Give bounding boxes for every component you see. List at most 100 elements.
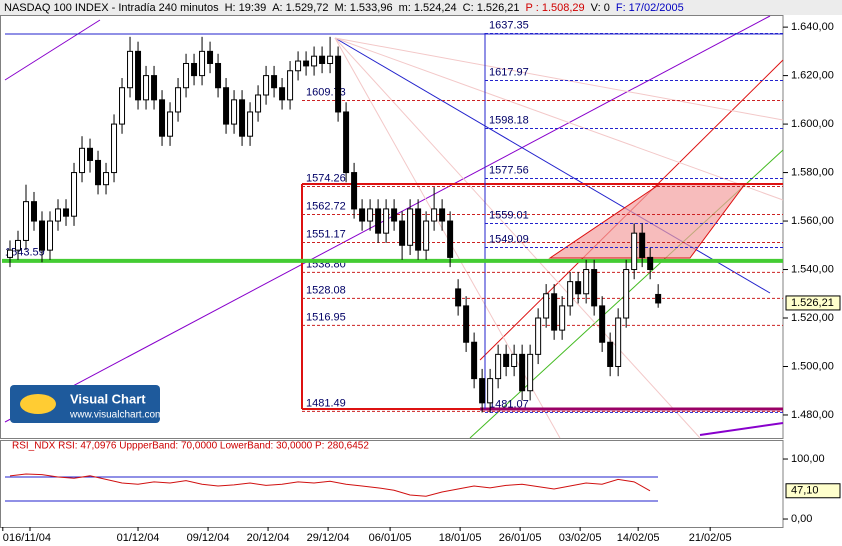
candle-body: [383, 208, 390, 234]
header-info: V: 0: [591, 2, 610, 14]
level-label: 1549.09: [489, 233, 529, 245]
candle-body: [199, 50, 206, 77]
trend-line: [4, 19, 101, 81]
candle-body: [351, 172, 358, 210]
candle-body: [87, 147, 94, 161]
x-tick-label: 01/12/04: [117, 532, 160, 544]
candle-body: [319, 55, 326, 64]
level-label: 1516.95: [306, 311, 346, 323]
price-panel: [0, 15, 784, 439]
x-tick-label: 26/01/05: [499, 532, 542, 544]
candle-body: [567, 281, 574, 307]
candle-body: [391, 208, 398, 222]
level-label: 1574.26: [306, 172, 346, 184]
header-info: P : 1.508,29: [526, 2, 585, 14]
candle-body: [599, 305, 606, 343]
candle-body: [583, 269, 590, 295]
y-tick-label: 100,00: [791, 453, 825, 465]
fan-line: [334, 37, 701, 439]
candle-body: [63, 208, 70, 217]
x-tick-label: 09/12/04: [187, 532, 230, 544]
x-tick-label: 0: [3, 532, 9, 544]
candle-body: [399, 220, 406, 246]
candle-body: [279, 87, 286, 101]
candle-body: [511, 353, 518, 367]
candle-body: [143, 75, 150, 101]
current-value-box: [785, 483, 841, 499]
x-tick-label: 20/12/04: [247, 532, 290, 544]
candle-body: [359, 208, 366, 222]
candle-body: [623, 269, 630, 319]
candle-body: [655, 293, 662, 304]
trend-line: [699, 422, 784, 436]
y-tick-label: 1.580,00: [791, 166, 834, 178]
y-tick-label: 1.640,00: [791, 21, 834, 33]
header-info: m: 1.524,24: [399, 2, 457, 14]
candle-body: [71, 172, 78, 217]
candle-body: [423, 220, 430, 251]
x-tick-label: 16/11/04: [9, 532, 51, 544]
candle-body: [311, 55, 318, 67]
candle-body: [31, 201, 38, 222]
level-label: 1528.08: [306, 284, 346, 296]
indicator-title: RSI_NDX RSI: 47,0976 UppperBand: 70,0000…: [12, 441, 369, 452]
level-label: 1617.97: [489, 66, 529, 78]
candle-body: [519, 353, 526, 392]
candle-body: [55, 208, 62, 222]
logo-title: Visual Chart: [70, 391, 146, 406]
candle-body: [303, 60, 310, 67]
x-tick-label: 29/12/04: [307, 532, 350, 544]
candle-body: [79, 147, 86, 174]
candle-body: [255, 94, 262, 113]
candle-body: [287, 70, 294, 101]
candle-body: [343, 111, 350, 174]
candle-body: [431, 208, 438, 222]
rsi-line: [9, 473, 651, 497]
candle-body: [151, 75, 158, 101]
header-info: F: 17/02/2005: [616, 2, 684, 14]
x-tick-label: 14/02/05: [617, 532, 660, 544]
header-info: H: 19:39: [225, 2, 267, 14]
rsi-panel: [0, 440, 784, 528]
y-tick-label: 0,00: [791, 513, 812, 525]
logo-box: [10, 385, 160, 423]
candle-body: [535, 317, 542, 355]
candle-body: [455, 288, 462, 307]
level-label: 1551.17: [306, 228, 346, 240]
candle-body: [335, 55, 342, 113]
level-label: 1598.18: [489, 114, 529, 126]
candle-body: [543, 293, 550, 319]
x-tick-label: 03/02/05: [559, 532, 602, 544]
candle-body: [167, 111, 174, 137]
x-tick-label: 21/02/05: [689, 532, 732, 544]
y-tick-label: 1.540,00: [791, 263, 834, 275]
candle-body: [367, 208, 374, 222]
x-tick-label: 18/01/05: [439, 532, 482, 544]
candle-body: [447, 220, 454, 258]
logo-icon: [20, 394, 56, 414]
candle-body: [103, 172, 110, 186]
header-info: A: 1.529,72: [272, 2, 328, 14]
candle-body: [111, 123, 118, 174]
header-bar: [0, 0, 842, 15]
candle-body: [175, 87, 182, 113]
candle-body: [559, 305, 566, 331]
y-tick-label: 1.520,00: [791, 312, 834, 324]
level-label: 1577.56: [489, 164, 529, 176]
candle-body: [407, 208, 414, 246]
candle-body: [159, 99, 166, 137]
candle-body: [439, 208, 446, 222]
logo-url: www.visualchart.com: [69, 410, 163, 421]
candle-body: [631, 232, 638, 271]
candle-body: [7, 249, 14, 258]
candle-body: [47, 220, 54, 251]
candle-body: [551, 293, 558, 331]
candle-body: [247, 111, 254, 137]
fan-line: [334, 37, 784, 121]
level-label: 1637.35: [489, 19, 529, 31]
candle-body: [503, 353, 510, 367]
candle-body: [119, 87, 126, 125]
candle-body: [191, 62, 198, 77]
